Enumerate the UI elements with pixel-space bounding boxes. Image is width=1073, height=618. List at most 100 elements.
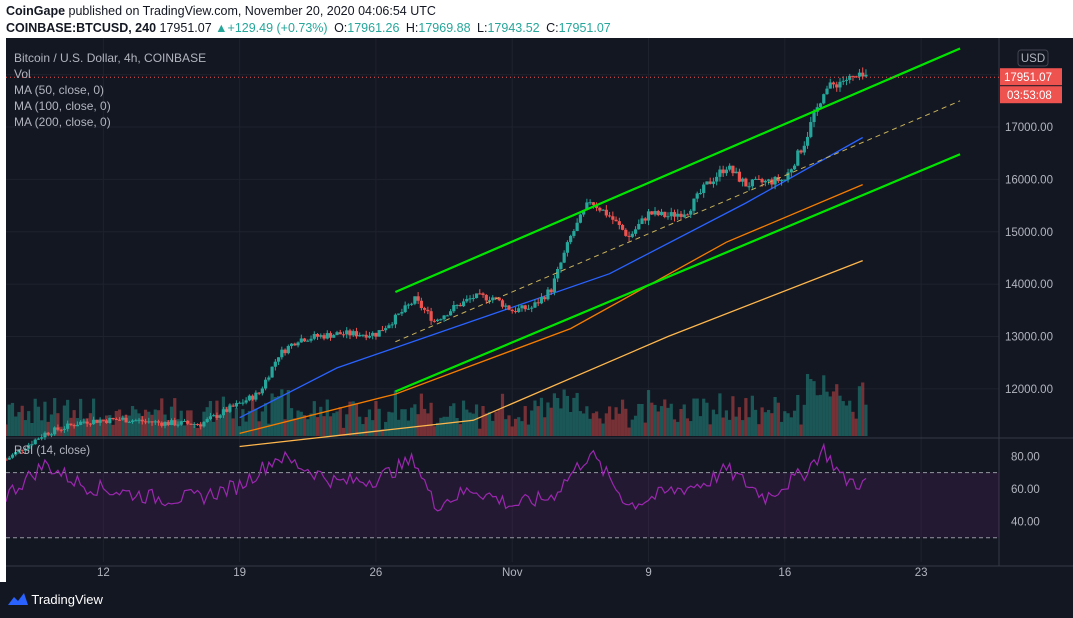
candle bbox=[588, 202, 592, 204]
volume-bar bbox=[104, 415, 109, 436]
volume-bar bbox=[812, 381, 816, 436]
volume-bar bbox=[491, 420, 495, 436]
candle bbox=[500, 300, 505, 307]
open-label: O: bbox=[334, 21, 348, 35]
candle bbox=[504, 305, 508, 307]
candle bbox=[432, 320, 436, 322]
candle bbox=[510, 309, 514, 312]
candle bbox=[95, 419, 99, 423]
volume-bar bbox=[361, 424, 365, 436]
candle bbox=[192, 424, 196, 426]
volume-bar bbox=[117, 409, 122, 436]
candle bbox=[841, 80, 845, 82]
candle bbox=[526, 308, 531, 310]
candle bbox=[825, 88, 829, 95]
price-tick-label: 16000.00 bbox=[1005, 174, 1053, 186]
candle bbox=[857, 72, 862, 77]
volume-bar bbox=[656, 411, 660, 436]
candle bbox=[345, 330, 349, 335]
candle bbox=[169, 420, 174, 426]
volume-bar bbox=[754, 409, 758, 436]
legend-ma50[interactable]: MA (50, close, 0) bbox=[14, 83, 105, 97]
candle bbox=[358, 335, 362, 337]
candle bbox=[676, 213, 680, 217]
candle bbox=[637, 223, 641, 230]
candle bbox=[805, 136, 810, 146]
candle bbox=[666, 216, 670, 218]
candle bbox=[186, 420, 190, 424]
candle bbox=[530, 307, 534, 309]
volume-bar bbox=[653, 404, 657, 436]
candle bbox=[435, 319, 440, 322]
candlesticks bbox=[6, 67, 868, 461]
volume-bar bbox=[140, 415, 144, 436]
candle bbox=[724, 169, 729, 174]
candle bbox=[770, 179, 774, 185]
volume-bar bbox=[289, 408, 294, 436]
volume-bar bbox=[406, 420, 410, 436]
volume-bar bbox=[286, 390, 290, 436]
candle bbox=[659, 211, 664, 216]
candle bbox=[309, 338, 313, 341]
volume-bar bbox=[452, 403, 456, 436]
price-chart[interactable]: 12000.00 13000.00 14000.00 15000.00 16000.00… bbox=[6, 38, 1073, 582]
footer: TradingView bbox=[0, 582, 1073, 618]
candle bbox=[627, 235, 631, 237]
candle bbox=[62, 428, 67, 430]
volume-bar bbox=[672, 419, 677, 436]
volume-bar bbox=[497, 409, 501, 436]
volume-bar bbox=[254, 408, 258, 436]
candle bbox=[822, 94, 826, 104]
volume-bar bbox=[478, 428, 482, 436]
candle bbox=[458, 304, 462, 307]
volume-bar bbox=[530, 410, 534, 436]
legend-ma100[interactable]: MA (100, close, 0) bbox=[14, 99, 111, 113]
volume-bar bbox=[556, 397, 560, 436]
volume-bar bbox=[79, 398, 83, 436]
volume-bar bbox=[62, 405, 67, 436]
volume-bar bbox=[646, 390, 651, 436]
price-tick-label: 13000.00 bbox=[1005, 332, 1053, 344]
volume-bar bbox=[377, 408, 381, 436]
currency-badge bbox=[1017, 49, 1049, 67]
volume-bar bbox=[861, 382, 865, 436]
volume-bar bbox=[546, 402, 550, 436]
rsi-band-fill bbox=[6, 472, 999, 538]
candle bbox=[36, 438, 41, 440]
legend-vol[interactable]: Vol bbox=[14, 67, 31, 81]
volume-bar bbox=[147, 411, 151, 436]
volume-bar bbox=[711, 409, 716, 436]
tradingview-logo[interactable]: TradingView bbox=[8, 592, 103, 607]
candle bbox=[715, 176, 719, 182]
ohlc-line: COINBASE:BTCUSD, 240 17951.07 ▲+129.49 (… bbox=[6, 21, 611, 35]
volume-bar bbox=[6, 424, 8, 436]
volume-bar bbox=[267, 423, 271, 436]
candle bbox=[390, 324, 394, 326]
price-tick-label: 14000.00 bbox=[1005, 279, 1053, 291]
candle bbox=[69, 423, 73, 425]
volume-bar bbox=[423, 408, 427, 436]
volume-bar bbox=[698, 416, 703, 436]
volume-bar bbox=[630, 419, 634, 436]
volume-bar bbox=[30, 422, 34, 436]
high-value: 17969.88 bbox=[418, 21, 471, 35]
volume-bar bbox=[251, 397, 255, 436]
volume-bar bbox=[238, 426, 242, 436]
legend-ma200[interactable]: MA (200, close, 0) bbox=[14, 115, 111, 129]
candle bbox=[338, 332, 342, 335]
volume-bar bbox=[685, 418, 690, 436]
volume-bar bbox=[445, 416, 449, 436]
volume-bar bbox=[831, 391, 836, 436]
candle bbox=[127, 421, 131, 423]
volume-bar bbox=[724, 410, 729, 436]
volume-bar bbox=[585, 406, 589, 436]
candle bbox=[559, 262, 563, 269]
candle bbox=[572, 230, 576, 236]
candle bbox=[682, 214, 686, 217]
rsi-series-line bbox=[6, 442, 867, 512]
candle bbox=[591, 202, 595, 205]
chart-area[interactable]: 12000.00 13000.00 14000.00 15000.00 16000.00… bbox=[6, 38, 1073, 582]
candle bbox=[23, 448, 28, 451]
candle bbox=[143, 421, 148, 423]
volume-bar bbox=[640, 403, 644, 436]
